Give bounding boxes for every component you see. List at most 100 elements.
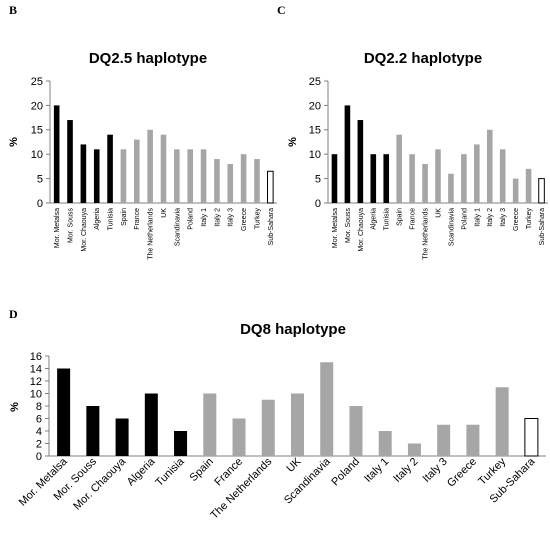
x-tick-label: Mor. Metalsa (54, 208, 61, 248)
bar (115, 418, 129, 456)
y-tick-label: 8 (36, 401, 42, 413)
bar (254, 159, 260, 203)
panel-letter-d: D (9, 307, 18, 321)
x-tick-label: Greece (445, 456, 479, 490)
y-tick-label: 25 (309, 76, 321, 88)
y-tick-label: 12 (30, 376, 42, 388)
bar (147, 129, 153, 203)
x-tick-label: The Netherlands (148, 208, 155, 260)
bar (261, 399, 275, 456)
bar (495, 387, 509, 456)
x-tick-label: France (134, 208, 141, 230)
y-tick-label: 0 (37, 198, 43, 210)
x-tick-label: Sub-Sahara (268, 208, 275, 245)
bar (407, 443, 421, 456)
x-tick-label: UK (161, 208, 168, 218)
y-tick-label: 15 (31, 125, 43, 137)
x-tick-label: Italy 3 (500, 208, 507, 227)
bar (203, 393, 217, 456)
bar (378, 431, 392, 456)
y-tick-label: 0 (315, 198, 321, 210)
y-tick-label: 10 (31, 149, 43, 161)
x-tick-label: Mor. Chaouya (71, 455, 129, 513)
y-tick-label: 10 (30, 388, 42, 400)
chart-title: DQ2.5 haplotype (89, 50, 207, 67)
x-tick-label: Italy 2 (214, 208, 221, 227)
x-tick-label: Mor. Metalsa (332, 208, 339, 248)
bar (133, 139, 140, 203)
y-tick-label: 15 (309, 125, 321, 137)
bar (448, 173, 454, 203)
bar (437, 424, 451, 456)
x-tick-label: Mor. Chaouya (81, 208, 88, 252)
x-tick-label: Poland (329, 456, 362, 489)
x-tick-label: Greece (241, 208, 248, 231)
bar (214, 159, 220, 203)
bar (461, 154, 467, 203)
bar (525, 168, 532, 203)
bar (409, 154, 415, 203)
x-tick-label: Mor. Chaouya (358, 208, 365, 252)
x-tick-label: Italy 1 (362, 456, 391, 485)
chart-title: DQ2.2 haplotype (364, 50, 482, 67)
x-tick-label: Greece (513, 208, 520, 231)
x-tick-label: UK (284, 455, 304, 475)
x-tick-label: Algeria (94, 208, 101, 230)
bar (174, 149, 180, 203)
y-axis-label: % (8, 137, 20, 147)
y-tick-label: 6 (36, 413, 42, 425)
bar (435, 149, 441, 203)
bar (200, 149, 207, 203)
bar (227, 163, 234, 203)
bar (240, 154, 247, 203)
x-tick-label: Poland (461, 208, 468, 230)
x-tick-label: Algeria (125, 455, 158, 488)
bar (486, 129, 493, 203)
x-tick-label: Italy 1 (201, 208, 208, 227)
bar (370, 154, 377, 203)
x-tick-label: Scandinavia (174, 208, 181, 246)
x-tick-label: Mor. Souss (345, 208, 352, 244)
bar (466, 424, 480, 456)
x-tick-label: Turkey (254, 208, 261, 230)
y-tick-label: 16 (30, 351, 42, 363)
bar (80, 144, 87, 203)
bar (320, 362, 334, 456)
bar (499, 149, 506, 203)
bar (474, 144, 480, 203)
x-tick-label: France (410, 208, 417, 230)
bar (174, 431, 188, 456)
y-axis-label: % (287, 137, 299, 147)
x-tick-label: Algeria (371, 208, 378, 230)
bar (396, 134, 402, 203)
bar (107, 134, 113, 203)
y-tick-label: 25 (31, 76, 43, 88)
x-tick-label: Scandinavia (448, 208, 455, 246)
bar (187, 149, 194, 203)
x-tick-label: UK (435, 208, 442, 218)
bar (357, 120, 364, 203)
bar (86, 406, 100, 456)
x-tick-label: Italy 1 (474, 208, 481, 227)
x-tick-label: Italy 2 (391, 456, 420, 485)
bar (512, 178, 519, 203)
bar (232, 418, 246, 456)
y-tick-label: 20 (31, 100, 43, 112)
bar (291, 393, 304, 456)
bar (57, 368, 71, 456)
bar (422, 163, 428, 203)
x-tick-label: Turkey (526, 208, 533, 230)
x-tick-label: Mor. Souss (67, 208, 74, 244)
bar (331, 154, 338, 203)
x-tick-label: The Netherlands (423, 208, 430, 260)
bar (538, 178, 545, 204)
panel-letter-c: C (277, 3, 286, 17)
chart-title: DQ8 haplotype (240, 321, 346, 338)
x-tick-label: Spain (397, 208, 404, 226)
y-tick-label: 5 (315, 173, 321, 185)
bar (383, 154, 390, 203)
x-tick-label: Tunisia (153, 455, 187, 489)
x-tick-label: Italy 2 (487, 208, 494, 227)
bar (160, 134, 167, 203)
